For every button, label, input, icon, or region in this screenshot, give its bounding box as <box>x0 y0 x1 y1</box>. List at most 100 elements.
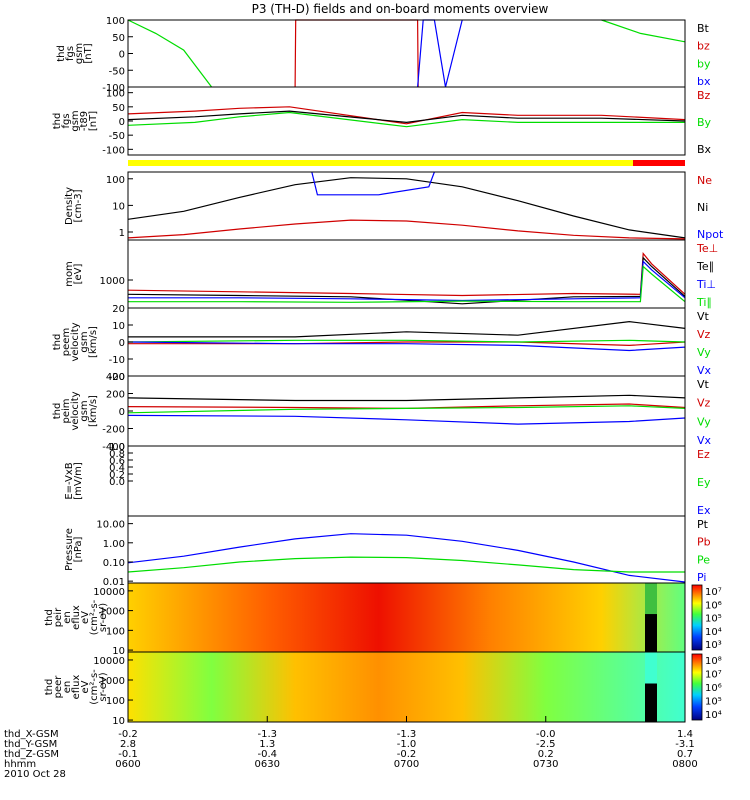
y-tick-label: 1000 <box>100 276 125 287</box>
y-tick-label: 1.00 <box>103 539 125 550</box>
y-axis-label-line: eflux <box>71 675 82 700</box>
y-axis-label-line: [nT] <box>88 111 99 131</box>
colorbar-tick-label: 10⁶ <box>705 683 722 694</box>
legend-entry: Ex <box>697 504 711 517</box>
y-axis-label: thdpeerenefluxeV(cm²-s-sr-eV) <box>44 669 109 705</box>
y-tick-label: 0.4 <box>109 463 125 474</box>
y-tick-label: -100 <box>102 83 125 94</box>
y-tick-label: 0.10 <box>103 558 125 569</box>
colorbar-tick-label: 10⁸ <box>705 656 722 667</box>
y-axis-label: thdpeirenefluxeV(cm²-s-sr-eV) <box>44 599 109 635</box>
x-tick-label: -0.2 <box>397 749 417 760</box>
y-tick-label: 10 <box>112 201 125 212</box>
x-tick-label: -0.1 <box>118 749 138 760</box>
y-tick-label: 0 <box>119 117 125 128</box>
x-row-label: thd_X-GSM <box>4 729 59 740</box>
y-axis-label-line: sr-eV) <box>98 603 109 632</box>
y-axis-label-line: Density <box>64 187 75 225</box>
y-tick-label: 100 <box>106 175 125 186</box>
y-axis-label: thdfgsgsm-t89[nT] <box>52 110 99 131</box>
series-line-Pe <box>127 556 685 573</box>
data-gap-upper <box>645 583 657 615</box>
legend-entry: Bx <box>697 143 712 156</box>
y-axis-label-line: fgs <box>65 46 76 61</box>
legend-entry: bz <box>697 40 710 53</box>
y-tick-label: 1.0 <box>109 442 125 453</box>
x-tick-label: -0.2 <box>118 729 138 740</box>
x-tick-label: 0.2 <box>538 749 554 760</box>
x-tick-label: 1.3 <box>259 739 275 750</box>
legend-entry: Ti∥ <box>696 296 712 309</box>
x-tick-label: 0730 <box>533 759 558 770</box>
y-axis-label-line: [mV/m] <box>73 462 84 500</box>
x-tick-label: 0.7 <box>677 749 693 760</box>
colorbar-tick-label: 10⁴ <box>705 627 722 638</box>
x-tick-label: -1.3 <box>397 729 417 740</box>
y-axis-label-line: peir <box>53 607 64 627</box>
y-axis-label-line: eflux <box>71 605 82 630</box>
legend-entry: By <box>697 116 712 129</box>
y-axis-label: thdpeimvelocitygsm[km/s] <box>52 391 99 430</box>
panel-temperature: 1000 mom[eV] Te⊥ Te∥ Ti⊥ Ti∥ <box>64 239 718 309</box>
y-tick-label: 10.00 <box>96 520 125 531</box>
x-tick-label: 1.4 <box>677 729 693 740</box>
y-axis-label-line: peer <box>53 675 64 699</box>
series-line-Pi <box>127 533 686 583</box>
x-tick-label: 0630 <box>255 759 280 770</box>
y-tick-label: -20 <box>109 372 125 383</box>
colorbar-tick-label: 10⁴ <box>705 710 722 721</box>
series-line-Ti∥ <box>128 265 686 303</box>
legend-entry: Ey <box>697 476 711 489</box>
colorbar-tick-label: 10⁶ <box>705 600 722 611</box>
y-tick-label: 0.8 <box>109 449 125 460</box>
legend-entry: Npot <box>697 228 724 241</box>
y-tick-label: 0 <box>119 338 125 349</box>
series-line-By <box>127 111 685 128</box>
y-tick-label: 1000 <box>100 676 125 687</box>
panel-frame <box>127 86 686 156</box>
y-axis-label-line: gsm <box>70 110 81 131</box>
legend-entry: Bz <box>697 89 711 102</box>
y-tick-label: 1000 <box>100 607 125 618</box>
data-gap-upper <box>645 652 657 684</box>
panel-electron_velocity: 20 10 0 -10 -20 thdpeemvelocitygsm[km/s] Vt Vz V… <box>52 304 712 383</box>
y-axis-label-line: thd <box>56 45 67 62</box>
y-tick-label: 10 <box>112 646 125 657</box>
series-line-Ni <box>127 177 686 239</box>
panel-thd_fgs_gsm: 100 50 0 -50 -100 thdfgsgsm[nT] Bt bz by bx <box>56 16 711 94</box>
y-axis-label-line: mom <box>64 261 75 287</box>
colorbar <box>691 584 703 651</box>
y-axis-label: Density[cm-3] <box>64 187 84 225</box>
legend-entry: Pb <box>697 536 711 549</box>
y-tick-label: 0.0 <box>109 477 125 488</box>
y-tick-label: 1 <box>119 228 125 239</box>
y-axis-label-line: fgs <box>61 113 72 128</box>
series-line-Vt <box>128 320 686 338</box>
y-tick-label: 100 <box>106 16 125 27</box>
y-tick-label: 200 <box>106 390 125 401</box>
x-tick-label: -1.3 <box>257 729 277 740</box>
legend-entry: Te∥ <box>696 260 714 273</box>
y-axis-label-line: eV <box>80 680 91 693</box>
y-tick-label: 20 <box>112 304 125 315</box>
x-tick-label: 0600 <box>115 759 140 770</box>
y-axis-label-line: thd <box>52 403 63 420</box>
legend-entry: Vt <box>697 310 710 323</box>
legend-entry: Vz <box>697 397 711 410</box>
colorbar-tick-label: 10⁵ <box>705 614 722 625</box>
panel-frame <box>127 445 686 517</box>
series-line-by <box>127 19 213 88</box>
x-tick-label: -0.4 <box>257 749 277 760</box>
x-row-label: hhmm <box>4 759 36 770</box>
y-tick-label: -100 <box>102 145 125 156</box>
y-axis-label-line: thd <box>44 679 55 696</box>
panel-frame <box>127 515 686 584</box>
y-axis-label-line: sr-eV) <box>98 672 109 701</box>
y-axis-label: Pressure[nPa] <box>64 528 84 571</box>
x-tick-label: -1.0 <box>397 739 417 750</box>
y-axis-label: mom[eV] <box>64 261 84 287</box>
series-line-Vy <box>127 405 686 414</box>
mode-bar-red <box>633 160 685 166</box>
y-axis-label-line: [km/s] <box>88 395 99 427</box>
y-axis-label-line: velocity <box>70 322 81 361</box>
